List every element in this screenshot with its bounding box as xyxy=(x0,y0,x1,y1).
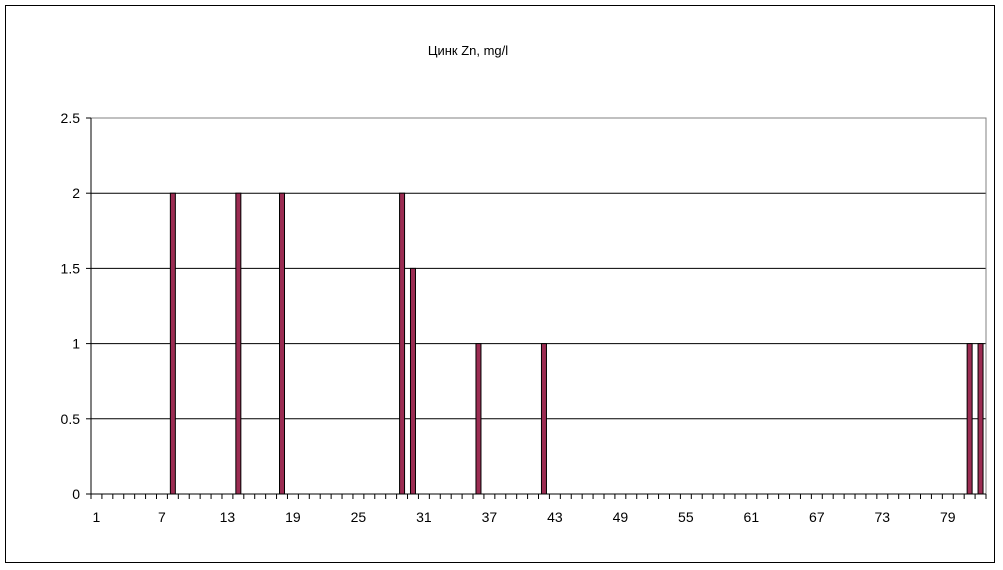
bar xyxy=(977,343,984,495)
x-tick-label: 1 xyxy=(93,509,101,525)
x-tick-label: 79 xyxy=(940,509,956,525)
chart-frame: Цинк Zn, mg/l 0 0.5 1 1.5 2 2.5 1 7 13 19 25 31 37 43… xyxy=(5,5,995,563)
grid-layer xyxy=(91,192,986,420)
plot-area xyxy=(90,117,987,495)
x-tick-label: 73 xyxy=(875,509,891,525)
bar xyxy=(279,192,286,495)
bar xyxy=(409,267,416,495)
bar xyxy=(540,343,547,495)
x-tick-label: 7 xyxy=(158,509,166,525)
x-tick-label: 49 xyxy=(613,509,629,525)
x-tick-label: 37 xyxy=(482,509,498,525)
bar xyxy=(475,343,482,495)
y-tick-label: 2 xyxy=(72,185,80,201)
x-tick-label: 13 xyxy=(220,509,236,525)
bar xyxy=(966,343,973,495)
chart-title: Цинк Zn, mg/l xyxy=(428,43,508,58)
x-tick-label: 55 xyxy=(678,509,694,525)
bar xyxy=(235,192,242,495)
y-tick-label: 0 xyxy=(72,486,80,502)
bar xyxy=(169,192,176,495)
x-tick-label: 43 xyxy=(547,509,563,525)
y-tick-label: 2.5 xyxy=(61,110,81,126)
x-tick-label: 61 xyxy=(744,509,760,525)
bar xyxy=(399,192,406,495)
x-tick-label: 25 xyxy=(351,509,367,525)
y-tick-label: 0.5 xyxy=(61,411,81,427)
zinc-bar-chart: Цинк Zn, mg/l 0 0.5 1 1.5 2 2.5 1 7 13 19 25 31 37 43… xyxy=(61,43,987,525)
y-tick-label: 1 xyxy=(72,336,80,352)
x-tick-label: 19 xyxy=(285,509,301,525)
y-tick-label: 1.5 xyxy=(61,260,81,276)
x-tick-label: 31 xyxy=(416,509,432,525)
axis-layer: 0 0.5 1 1.5 2 2.5 1 7 13 19 25 31 37 43 49 55 61 67 73 79 xyxy=(61,110,987,525)
x-tick-label: 67 xyxy=(809,509,825,525)
